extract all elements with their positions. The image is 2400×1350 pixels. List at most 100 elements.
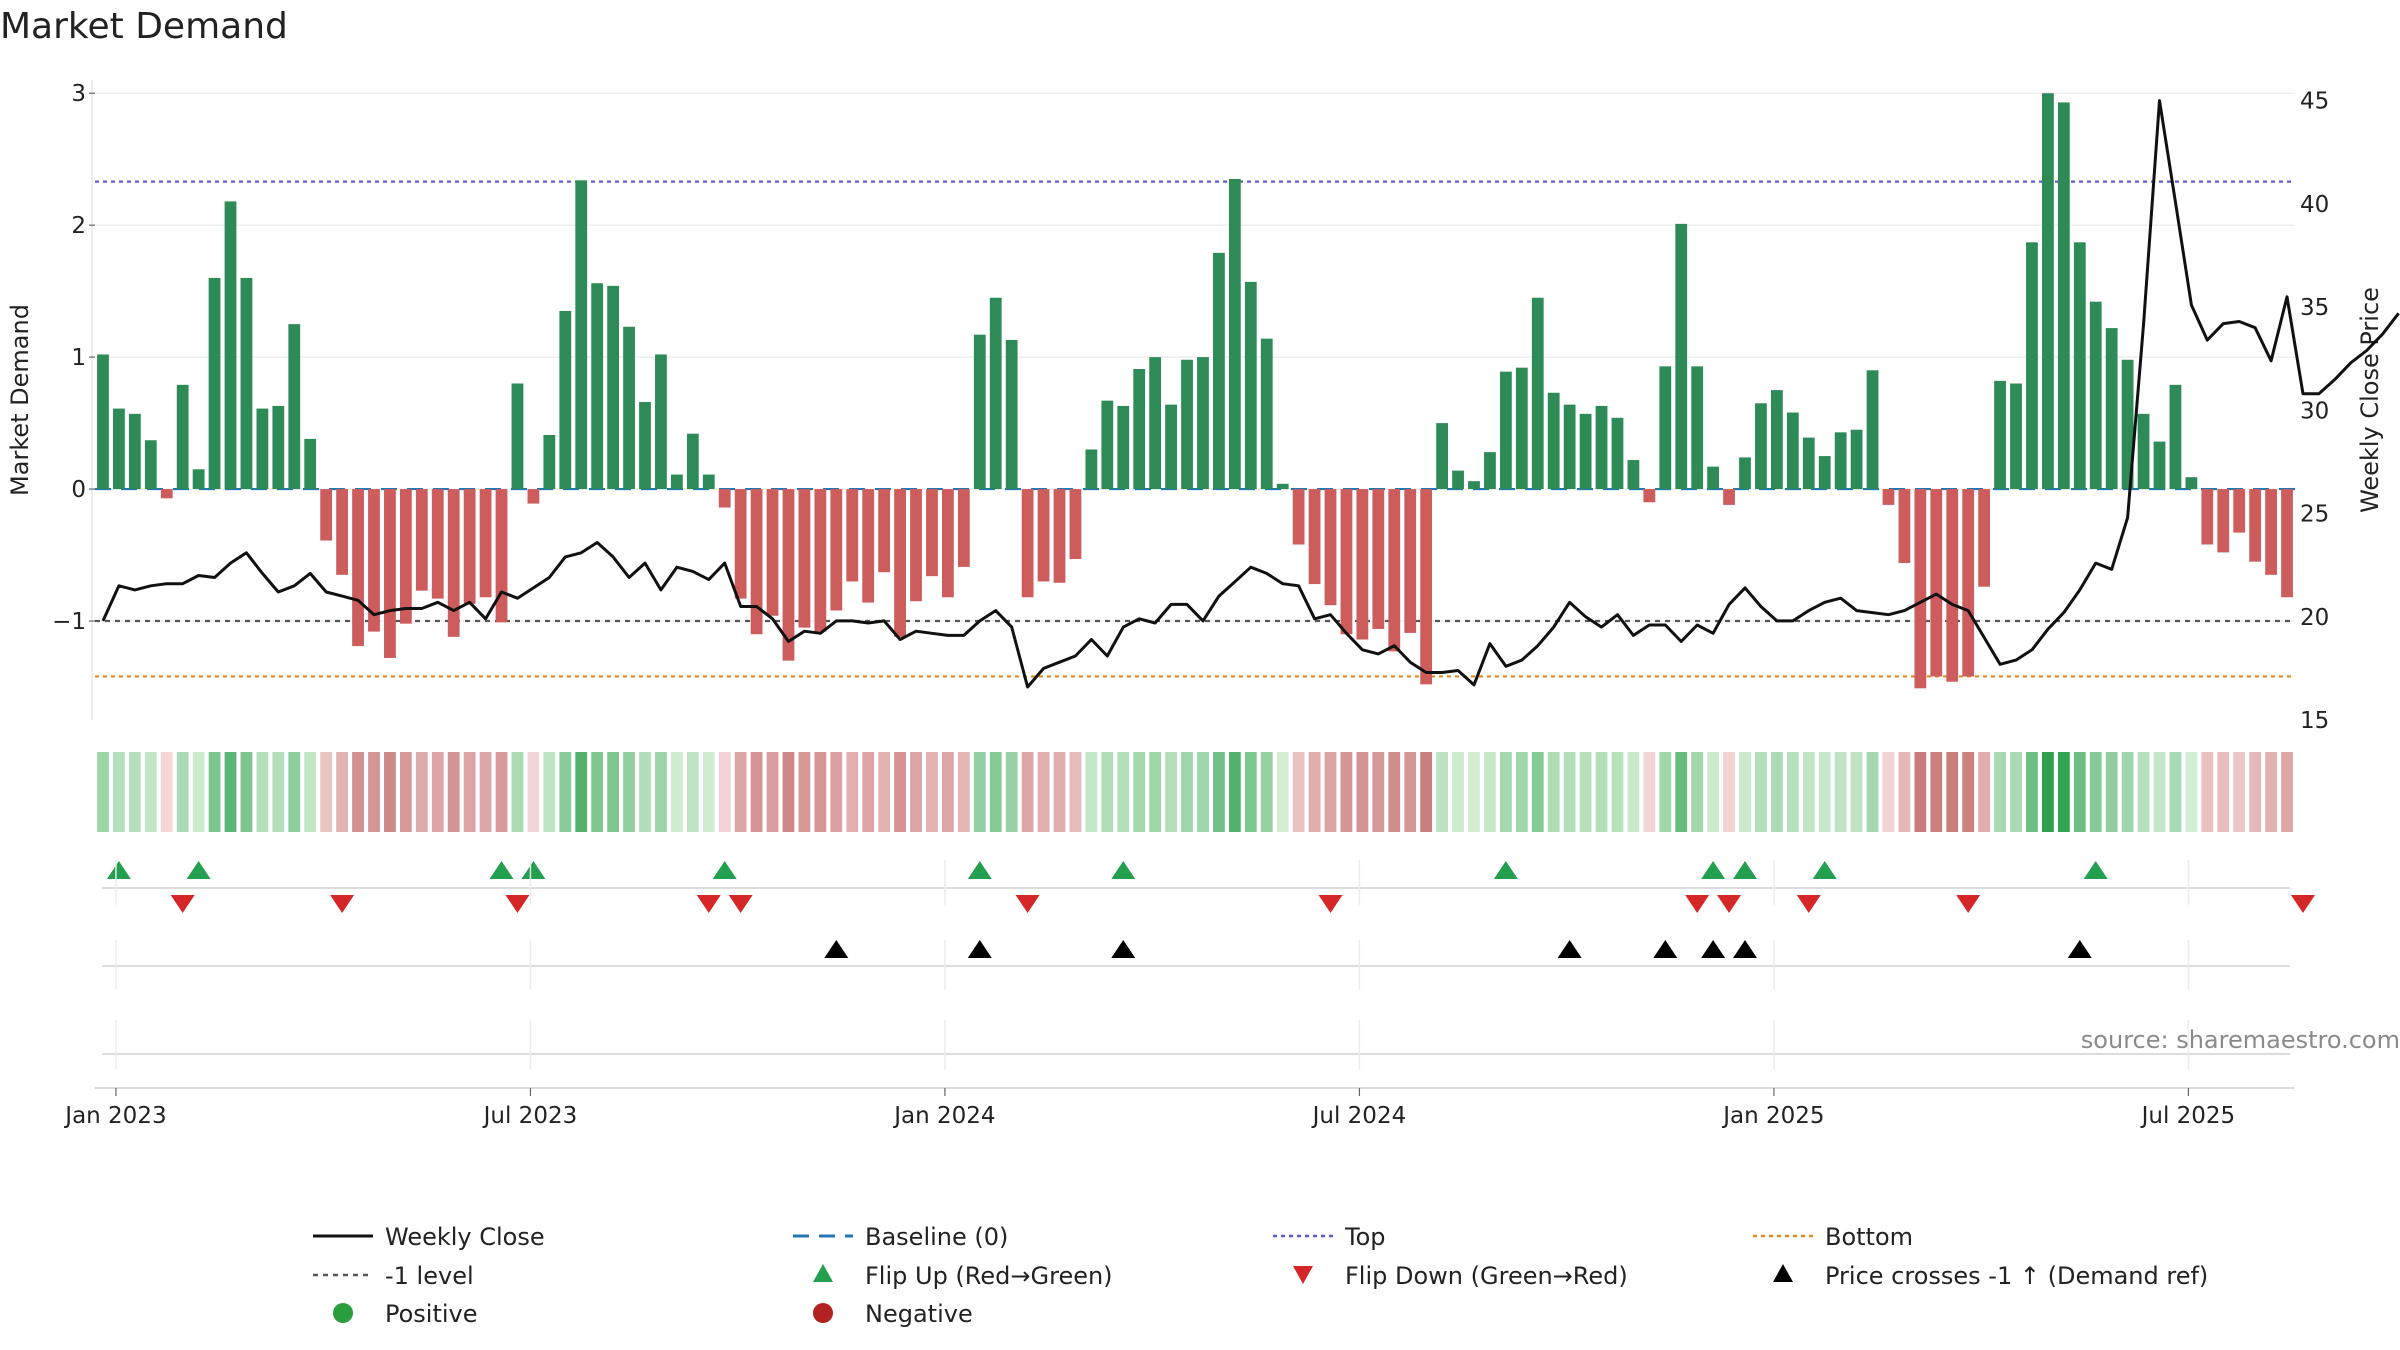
demand-bar <box>2169 384 2182 490</box>
heat-cell <box>2042 752 2054 832</box>
demand-bar <box>399 489 412 624</box>
demand-bar <box>208 277 221 490</box>
legend-flip-down: Flip Down (Green→Red) <box>1345 1262 1628 1290</box>
demand-bar <box>352 489 364 647</box>
legend-price-cross: Price crosses -1 ↑ (Demand ref) <box>1825 1262 2208 1290</box>
heat-cell <box>240 752 253 832</box>
heat-cell <box>208 752 221 832</box>
y-axis-ticks: 3 2 1 0 −1 <box>52 81 95 635</box>
demand-bar <box>2153 441 2166 490</box>
heat-cell <box>1627 752 1640 832</box>
demand-bar <box>686 433 699 490</box>
heat-cell <box>830 752 843 832</box>
heat-cell <box>2089 752 2102 832</box>
price-cross-marker <box>1701 940 1726 958</box>
demand-bar <box>718 489 731 508</box>
heat-cell <box>384 752 396 832</box>
heat-cell <box>511 752 524 832</box>
heat-cell <box>1691 752 1704 832</box>
demand-bar <box>144 440 157 490</box>
heat-cell <box>1611 752 1624 832</box>
demand-bar <box>1404 489 1417 633</box>
heat-cell <box>1468 752 1480 832</box>
y-tick-label: −1 <box>52 609 86 635</box>
demand-bar <box>192 469 205 490</box>
price-cross-marker <box>1111 940 1136 958</box>
y-tick-label: 2 <box>71 213 86 239</box>
heat-cell <box>1595 752 1608 832</box>
demand-bar <box>798 489 811 628</box>
heat-cell <box>399 752 412 832</box>
demand-bar <box>2233 489 2246 533</box>
heat-cell <box>878 752 891 832</box>
heat-cell <box>1244 752 1257 832</box>
heat-cell <box>623 752 635 832</box>
demand-bar <box>2185 477 2198 490</box>
demand-bar <box>623 326 635 490</box>
legend-price-cross-icon <box>1773 1264 1793 1282</box>
heat-cell <box>1563 752 1576 832</box>
flip-up-marker <box>521 861 546 879</box>
heat-cell <box>2121 752 2134 832</box>
heat-cell <box>559 752 572 832</box>
heat-cell <box>1388 752 1401 832</box>
heat-cell <box>431 752 444 832</box>
heat-cell <box>1499 752 1512 832</box>
demand-bar <box>1994 380 2006 490</box>
heat-cell <box>607 752 620 832</box>
demand-bar <box>113 408 125 490</box>
legend-negative-dot <box>813 1303 833 1323</box>
heat-cell <box>1404 752 1417 832</box>
heat-cell <box>224 752 237 832</box>
flip-up-marker <box>2083 861 2108 879</box>
heat-cell <box>2169 752 2182 832</box>
legend-flip-down-icon <box>1293 1266 1313 1284</box>
demand-bar <box>1547 392 1560 490</box>
demand-bar <box>559 310 572 490</box>
heat-cell <box>1659 752 1672 832</box>
demand-bar <box>1388 489 1401 652</box>
demand-bar <box>368 489 380 632</box>
legend-positive: Positive <box>385 1300 478 1328</box>
heat-cell <box>288 752 301 832</box>
demand-bar <box>878 489 891 573</box>
flip-down-marker <box>1685 895 1710 913</box>
heat-cell <box>320 752 333 832</box>
heat-cell <box>495 752 508 832</box>
heat-cell <box>1292 752 1305 832</box>
demand-bar <box>973 334 986 490</box>
heat-cell <box>1739 752 1751 832</box>
demand-bar <box>989 297 1002 490</box>
heat-cell <box>2026 752 2038 832</box>
heat-cell <box>2073 752 2086 832</box>
legend-minus-one: -1 level <box>385 1262 474 1290</box>
demand-bar <box>1452 470 1464 490</box>
heat-cell <box>1149 752 1162 832</box>
demand-bar <box>1372 489 1385 629</box>
heat-cell <box>1802 752 1815 832</box>
flip-down-marker <box>1796 895 1821 913</box>
demand-bar <box>862 489 875 603</box>
flip-down-marker <box>1956 895 1981 913</box>
demand-bar <box>1165 404 1177 490</box>
chart-title: Market Demand <box>0 6 288 47</box>
heat-cell <box>192 752 205 832</box>
demand-bar <box>1213 252 1225 490</box>
demand-bar <box>543 434 556 490</box>
flip-up-marker <box>1701 861 1726 879</box>
legend-negative: Negative <box>865 1300 973 1328</box>
heat-cell <box>1117 752 1130 832</box>
heat-cell <box>2201 752 2214 832</box>
heat-cell <box>894 752 906 832</box>
heat-cell <box>766 752 779 832</box>
heat-cell <box>1324 752 1337 832</box>
demand-bar <box>447 489 460 637</box>
legend-flip-up-icon <box>813 1264 833 1282</box>
heat-cell <box>1818 752 1831 832</box>
demand-bar <box>750 489 763 635</box>
demand-bar <box>1531 297 1544 490</box>
heat-cell <box>1898 752 1911 832</box>
demand-bar <box>240 277 253 490</box>
heat-cell <box>718 752 731 832</box>
demand-bar <box>1037 489 1050 582</box>
